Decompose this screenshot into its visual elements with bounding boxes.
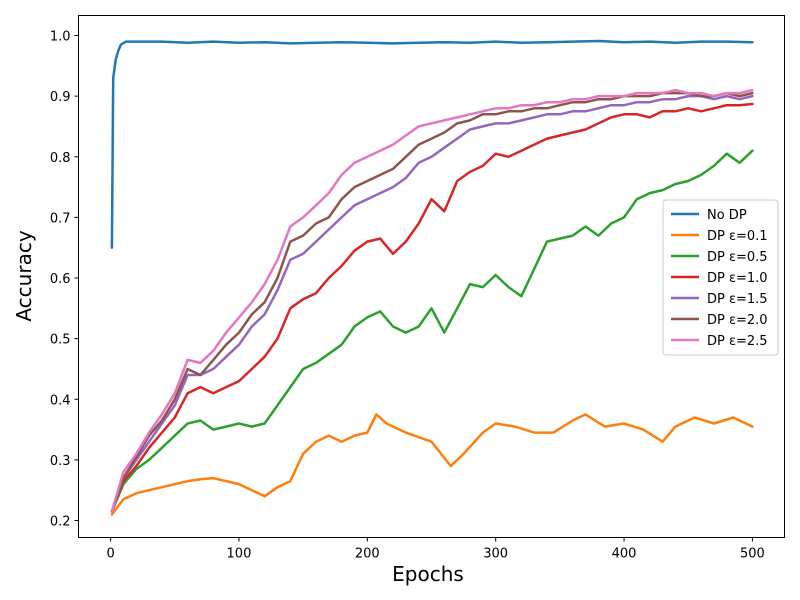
y-tick-label: 0.5: [50, 333, 71, 348]
y-tick-label: 0.6: [50, 272, 71, 287]
x-axis-label: Epochs: [392, 562, 464, 586]
x-tick-label: 300: [483, 547, 508, 562]
y-tick-label: 0.3: [50, 454, 71, 469]
legend-box: [662, 199, 779, 356]
legend-label: DP ε=1.5: [707, 292, 768, 307]
x-tick-label: 100: [227, 547, 252, 562]
x-tick-label: 500: [740, 547, 765, 562]
y-axis-label: Accuracy: [12, 230, 36, 321]
x-tick-label: 200: [355, 547, 380, 562]
series-line-5: [110, 94, 754, 513]
x-tick-label: 400: [612, 547, 637, 562]
legend-label: DP ε=0.1: [707, 229, 768, 244]
legend-label: No DP: [707, 208, 747, 223]
x-tick-label: 0: [106, 547, 114, 562]
y-tick-label: 0.4: [50, 393, 71, 408]
y-axis-ticks: 0.2 0.3 0.4 0.5 0.6 0.7 0.8 0.9 1.0: [50, 30, 79, 530]
legend-label: DP ε=1.0: [707, 271, 768, 286]
y-tick-label: 1.0: [50, 30, 71, 45]
legend: No DP DP ε=0.1 DP ε=0.5 DP ε=1.0 DP ε=1.5 DP …: [662, 199, 779, 356]
y-tick-label: 0.2: [50, 515, 71, 530]
plot-frame: [78, 15, 785, 538]
legend-label: DP ε=2.0: [707, 313, 768, 328]
plot-lines: [110, 39, 754, 516]
x-axis-ticks: 0 100 200 300 400 500: [106, 537, 765, 562]
series-line-7: [110, 88, 754, 513]
series-line-3: [110, 149, 754, 513]
legend-label: DP ε=2.5: [707, 334, 768, 349]
legend-label: DP ε=0.5: [707, 250, 768, 265]
series-line-1: [110, 39, 754, 249]
series-line-4: [110, 102, 754, 513]
y-tick-label: 0.8: [50, 151, 71, 166]
y-tick-label: 0.9: [50, 90, 71, 105]
y-tick-label: 0.7: [50, 211, 71, 226]
series-line-6: [110, 91, 754, 513]
series-line-2: [110, 413, 754, 516]
